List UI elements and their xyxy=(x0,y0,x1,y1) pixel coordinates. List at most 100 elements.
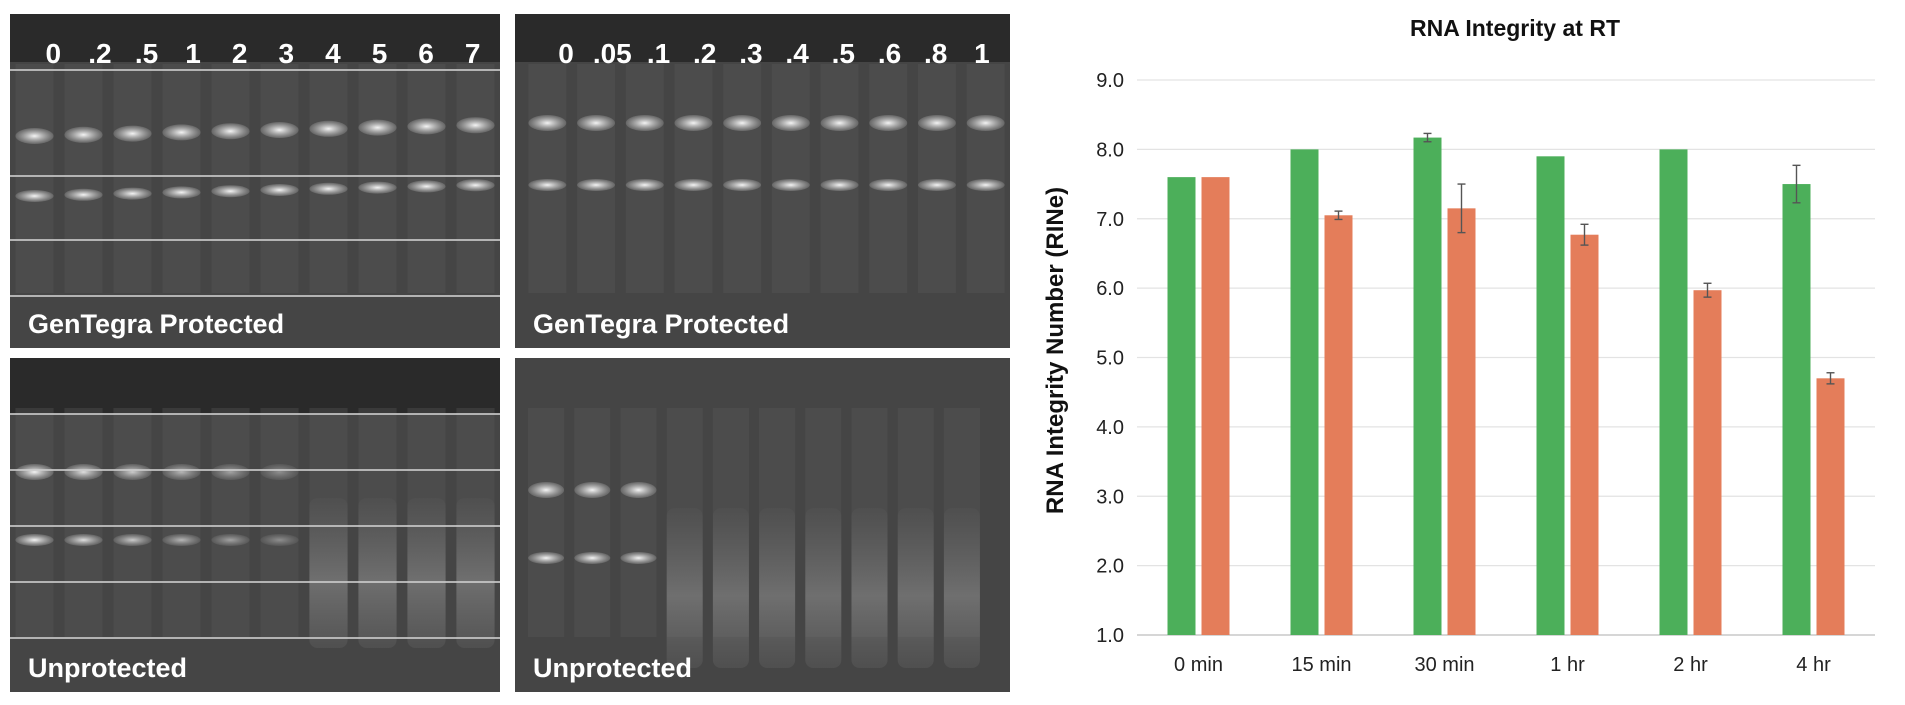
gel-lane xyxy=(211,64,250,293)
degraded-smear xyxy=(851,508,888,668)
gel-caption: Unprotected xyxy=(533,653,693,683)
rna-band xyxy=(625,179,664,191)
rna-band xyxy=(15,190,54,202)
gel-lane xyxy=(577,64,616,293)
rna-band xyxy=(15,464,54,480)
y-tick-label: 7.0 xyxy=(1096,209,1124,231)
y-axis-label: RNA Integrity Number (RINe) xyxy=(1042,187,1069,514)
rna-band xyxy=(64,464,103,480)
bar xyxy=(1816,378,1845,635)
gel-lane xyxy=(358,64,397,293)
gel-image-protected-left: 0 .2 .5 1 2 3 4 5 6 7 GenTegra Protected xyxy=(10,14,500,348)
degraded-smear xyxy=(943,508,980,668)
rna-band xyxy=(15,534,54,546)
gel-caption: GenTegra Protected xyxy=(28,309,285,339)
rna-band xyxy=(723,115,762,131)
rna-band xyxy=(820,115,859,131)
degraded-smear xyxy=(712,508,749,668)
bar xyxy=(1782,184,1811,635)
well-strip xyxy=(10,358,500,414)
lane-label: .3 xyxy=(739,38,763,69)
y-tick-label: 4.0 xyxy=(1096,417,1124,439)
rna-band xyxy=(260,122,299,138)
rna-band xyxy=(113,187,152,200)
rna-band xyxy=(64,126,103,143)
gel-lane xyxy=(771,64,810,293)
rna-band xyxy=(771,115,810,131)
gel-lane xyxy=(260,408,299,637)
bar xyxy=(1659,149,1688,635)
rna-band xyxy=(162,186,201,199)
rna-band xyxy=(162,464,201,480)
rna-band xyxy=(211,464,250,480)
degraded-smear xyxy=(407,498,446,648)
rna-band xyxy=(260,464,299,480)
y-tick-label: 5.0 xyxy=(1096,348,1124,370)
gel-caption: GenTegra Protected xyxy=(533,309,790,339)
gel-lane xyxy=(64,64,103,293)
lane-label: 1 xyxy=(185,38,201,69)
rna-band xyxy=(64,534,103,546)
lane-label: .2 xyxy=(88,38,112,69)
rna-band xyxy=(407,180,446,193)
rna-band xyxy=(456,179,495,192)
rna-band xyxy=(620,552,657,564)
bar xyxy=(1324,215,1353,635)
gel-lane xyxy=(456,64,495,293)
gel-lane xyxy=(917,64,956,293)
well-strip xyxy=(515,14,1010,62)
rna-band xyxy=(528,552,565,564)
bar xyxy=(1570,234,1599,636)
rna-band xyxy=(211,185,250,198)
gel-image-unprotected-right: Unprotected xyxy=(515,358,1010,692)
rna-band xyxy=(309,120,348,137)
bar xyxy=(1413,137,1442,636)
gel-lane xyxy=(162,64,201,293)
degraded-smear xyxy=(309,498,348,648)
lane-label: .6 xyxy=(877,38,902,69)
lane-labels: 0 .05 .1 .2 .3 .4 .5 .6 .8 1 xyxy=(515,14,1010,80)
rna-band xyxy=(113,125,152,142)
gel-lane xyxy=(625,64,664,293)
rna-band xyxy=(260,534,299,546)
gel-lane xyxy=(574,408,611,637)
bar xyxy=(1447,208,1476,635)
gel-lane xyxy=(64,408,103,637)
lane-label: 5 xyxy=(371,38,388,69)
lane-labels: 0 .2 .5 1 2 3 4 5 6 7 xyxy=(10,14,500,80)
degraded-smear xyxy=(759,508,796,668)
rna-band xyxy=(869,115,908,131)
gel-lane xyxy=(528,64,567,293)
lane-label: .8 xyxy=(924,38,948,69)
gel-bands xyxy=(10,358,500,692)
gel-lane xyxy=(723,64,762,293)
x-tick-label: 0 min xyxy=(1174,654,1223,676)
x-tick-label: 2 hr xyxy=(1673,654,1708,676)
y-tick-label: 9.0 xyxy=(1096,70,1124,92)
lane-label: 1 xyxy=(974,38,990,69)
lane-label: .2 xyxy=(693,38,717,69)
degraded-smear xyxy=(358,498,397,648)
lane-label: 0 xyxy=(558,38,574,69)
lane-label: 3 xyxy=(278,38,295,69)
rna-band xyxy=(358,119,397,136)
gel-lane xyxy=(674,64,713,293)
rna-band xyxy=(723,179,762,191)
gel-lane xyxy=(528,408,565,637)
gel-image-protected-right: 0 .05 .1 .2 .3 .4 .5 .6 .8 1 GenTegra Protected xyxy=(515,14,1010,348)
rna-band xyxy=(625,115,664,131)
gel-bands xyxy=(515,14,1010,348)
gel-lane xyxy=(820,64,859,293)
gel-caption: Unprotected xyxy=(28,653,188,683)
degraded-smear xyxy=(897,508,934,668)
rna-band xyxy=(64,188,103,201)
gel-lane xyxy=(15,64,54,293)
bar xyxy=(1167,177,1196,635)
bar xyxy=(1693,290,1722,635)
rna-band xyxy=(674,115,713,131)
gel-lane xyxy=(966,64,1005,293)
lane-label: 4 xyxy=(325,38,341,69)
rna-band xyxy=(771,179,810,191)
y-tick-label: 1.0 xyxy=(1096,625,1124,647)
rna-integrity-chart: RNA Integrity at RT RNA Integrity Number … xyxy=(1020,0,1905,700)
